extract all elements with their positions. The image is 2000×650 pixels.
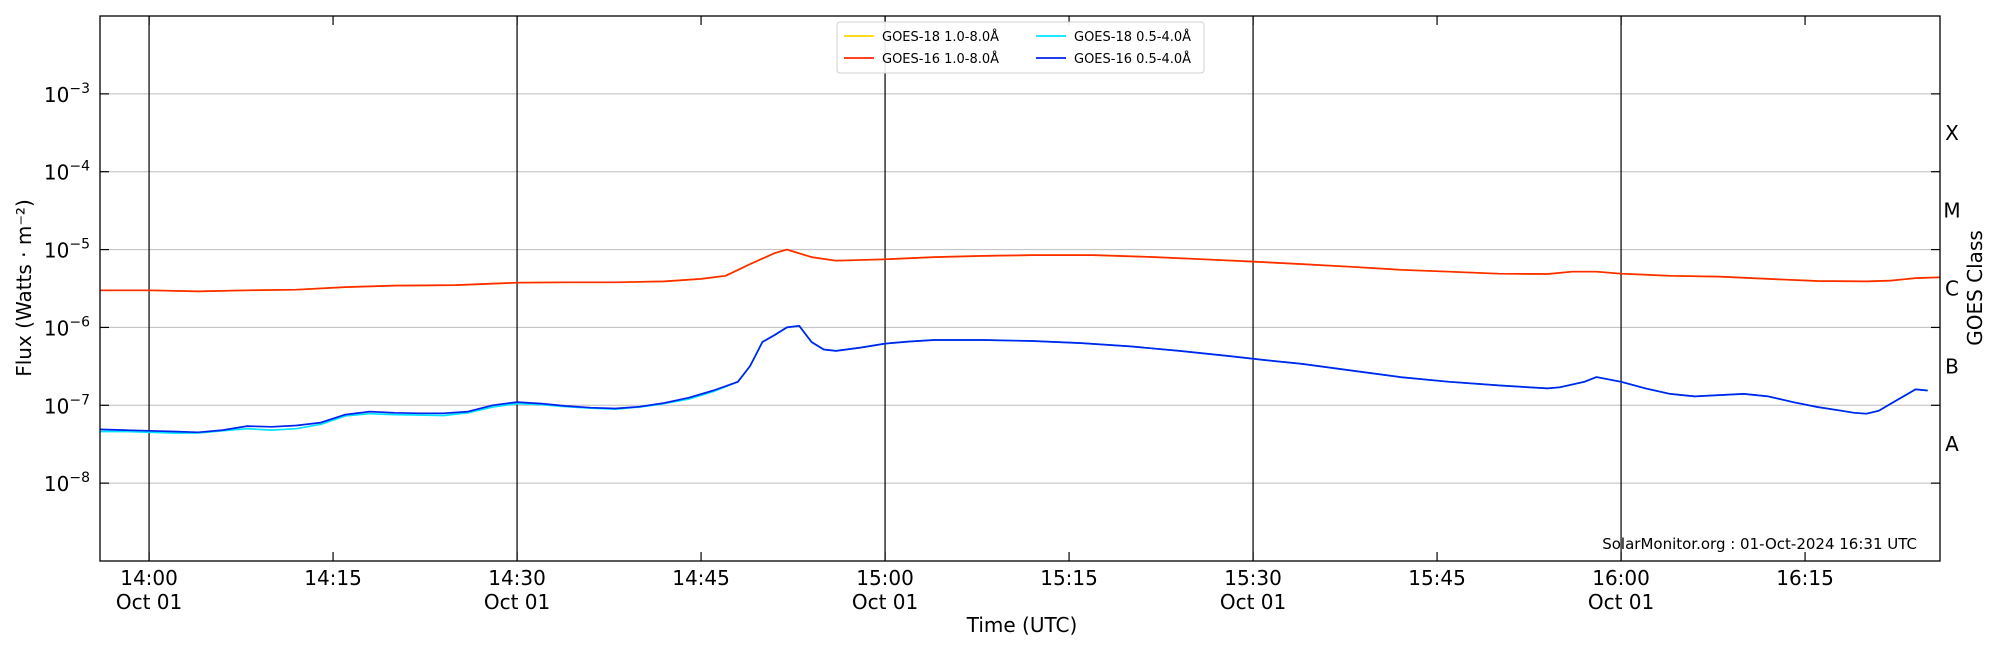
legend-label: GOES-16 0.5-4.0Å [1074, 51, 1191, 67]
day-marker-lines [148, 16, 1622, 561]
series-group [99, 248, 1941, 434]
goes-class-x: X [1945, 121, 1959, 145]
credit-text: SolarMonitor.org : 01-Oct-2024 16:31 UTC [1602, 535, 1917, 553]
x-tick-date-label: Oct 01 [1220, 590, 1286, 614]
y-tick-label: 10−5 [44, 237, 90, 263]
y-tick-base: 10 [44, 472, 69, 496]
goes-class-axis-label: GOES Class [1963, 230, 1987, 346]
y-tick-label: 10−7 [44, 392, 90, 418]
y-tick-base: 10 [44, 394, 69, 418]
y-tick-label: 10−8 [44, 470, 90, 496]
goes-class-c: C [1945, 277, 1959, 301]
y-tick-label: 10−4 [44, 159, 90, 185]
x-tick-label: 14:15 [304, 566, 362, 590]
series-line-2 [100, 248, 1941, 293]
x-tick-label: 15:00 [856, 566, 914, 590]
x-tick-date-label: Oct 01 [852, 590, 918, 614]
y-tick-exponent: −6 [69, 314, 90, 330]
x-tick-date-label: Oct 01 [1588, 590, 1654, 614]
x-tick-date-label: Oct 01 [116, 590, 182, 614]
goes-class-b: B [1945, 354, 1959, 378]
x-axis-label: Time (UTC) [966, 613, 1078, 637]
x-tick-label: 14:30 [488, 566, 546, 590]
legend-label: GOES-18 0.5-4.0Å [1074, 29, 1191, 45]
legend: GOES-18 1.0-8.0Å GOES-16 1.0-8.0Å GOES-18 … [836, 21, 1205, 74]
y-axis-label: Flux (Watts · m⁻²) [12, 199, 36, 377]
legend-label: GOES-18 1.0-8.0Å [882, 29, 999, 45]
goes-class-a: A [1945, 432, 1959, 456]
x-tick-label: 16:15 [1776, 566, 1834, 590]
x-tick-label: 16:00 [1592, 566, 1650, 590]
y-tick-label: 10−6 [44, 314, 90, 340]
y-tick-exponent: −3 [69, 81, 90, 97]
series-line-4 [99, 324, 1928, 434]
y-axis-ticks: 10−810−710−610−510−410−3 [44, 81, 1940, 496]
grid [100, 93, 1940, 484]
y-tick-base: 10 [44, 161, 69, 185]
x-tick-label: 15:15 [1040, 566, 1098, 590]
y-tick-base: 10 [44, 83, 69, 107]
y-tick-exponent: −7 [69, 392, 90, 408]
y-tick-exponent: −5 [69, 237, 90, 253]
y-tick-base: 10 [44, 239, 69, 263]
y-tick-exponent: −8 [69, 470, 90, 486]
y-tick-label: 10−3 [44, 81, 90, 107]
x-tick-label: 14:45 [672, 566, 730, 590]
x-tick-label: 15:45 [1408, 566, 1466, 590]
x-tick-label: 15:30 [1224, 566, 1282, 590]
y-tick-exponent: −4 [69, 159, 90, 175]
goes-class-labels: A B C M X [1943, 121, 1960, 456]
y-tick-base: 10 [44, 316, 69, 340]
x-tick-label: 14:00 [120, 566, 178, 590]
legend-box [836, 21, 1205, 74]
legend-label: GOES-16 1.0-8.0Å [882, 51, 999, 67]
plot-frame [99, 15, 1941, 562]
goes-class-m: M [1943, 199, 1960, 223]
x-tick-date-label: Oct 01 [484, 590, 550, 614]
